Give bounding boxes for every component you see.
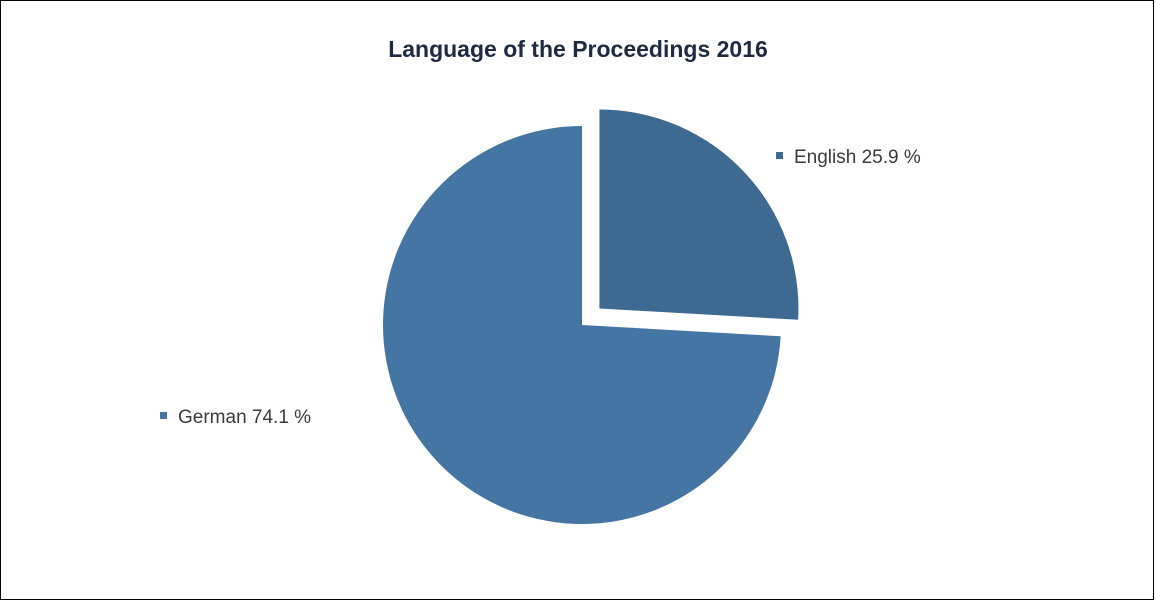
pie-slice-german <box>382 126 781 525</box>
chart-title: Language of the Proceedings 2016 <box>388 36 768 62</box>
legend-label-english: English 25.9 % <box>794 147 921 168</box>
pie-legend: English 25.9 % German 74.1 % <box>160 147 921 428</box>
pie-slice-english <box>599 109 799 320</box>
pie-slices <box>382 109 799 525</box>
legend-marker-german <box>160 412 167 419</box>
legend-marker-english <box>776 152 783 159</box>
pie-chart: English 25.9 % German 74.1 % <box>160 109 921 525</box>
legend-label-german: German 74.1 % <box>178 407 311 428</box>
